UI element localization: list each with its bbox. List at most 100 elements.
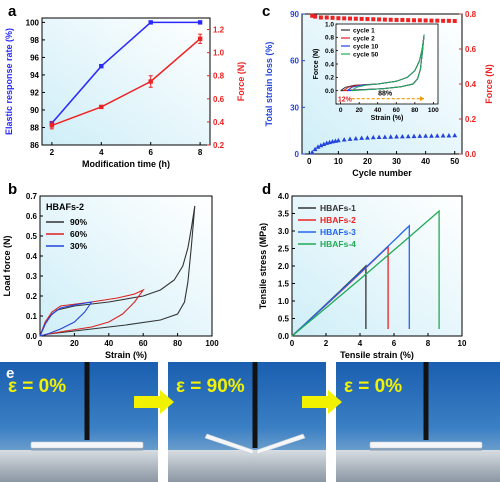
d-ytick-label: 1.5 [278,280,290,289]
a-data-point [148,20,153,25]
a-xtick-label: 8 [198,148,203,157]
c-xtick-label: 10 [334,157,343,166]
c-strain-loss-point [394,134,399,139]
c-strain-loss-point [382,134,388,139]
a-left-ytick-label: 90 [30,106,39,115]
c-inset-ytick-label: 1.0 [325,21,334,28]
d-stress-strain-curve-2 [291,224,410,337]
a-xtick-label: 6 [148,148,153,157]
c-force-point [429,18,434,23]
d-ytick-label: 2.0 [278,262,290,271]
b-xtick-label: 40 [104,339,113,348]
c-force-point [336,16,341,21]
c-inset-xtick-label: 0 [339,107,343,114]
d-legend-label: HBAFs-3 [320,227,356,237]
c-strain-loss-point [440,133,446,138]
c-inset-annotation-arrowhead [420,96,425,102]
b-xtick-label: 20 [70,339,79,348]
a-right-ytick-label: 0.6 [213,95,225,104]
c-force-point [417,18,422,23]
c-strain-loss-point [353,136,359,141]
c-force-point [388,17,393,22]
plot-frame [39,195,213,337]
c-force-point [313,14,318,19]
c-force-point [330,15,335,20]
panel-a-chart: a 2 4 6 8 86 88 90 92 94 96 98 100 0.2 0.4 0.6 0.8 1.0 1.2… [4,3,246,169]
a-left-ytick-label: 98 [30,36,39,45]
d-ytick-label: 4.0 [278,192,290,201]
photo-frame-2: ε = 90% [168,362,326,482]
c-force-point [406,18,411,23]
c-strain-loss-point [405,133,411,139]
c-force-point [324,15,329,20]
a-data-point [99,63,104,69]
c-inset-legend-label: cycle 10 [353,43,379,50]
b-y-axis-title: Load force (N) [2,235,12,296]
c-inset-ytick-label: 0.2 [325,75,334,82]
a-left-ytick-label: 88 [30,123,39,132]
a-right-ytick-label: 0.4 [213,118,225,127]
photo-strain-label: ε = 90% [176,376,245,397]
panel-c-chart: c 0 10 20 30 40 50 0 30 60 90 0.0 0.2 0.4 0.6 0.8 Cycle … [262,3,494,178]
a-xtick-label: 2 [50,148,55,157]
panel-letter: b [8,181,17,198]
c-right-ytick-label: 0.2 [465,115,477,124]
a-data-point [197,36,203,41]
c-inset-ytick-label: 0.4 [325,61,334,68]
a-left-ytick-label: 96 [30,53,39,62]
c-left-ytick-label: 60 [290,57,299,66]
a-x-axis-title: Modification time (h) [82,159,170,169]
photo-table-surface [168,450,326,482]
c-force-point [412,18,416,23]
b-xtick-label: 80 [173,339,182,348]
a-left-ytick-label: 86 [30,141,39,150]
a-right-axis-title: Force (N) [236,62,246,102]
arrow-head [160,390,174,414]
b-ytick-label: 0.3 [26,272,38,281]
c-inset-xtick-label: 60 [393,107,401,114]
d-legend-label: HBAFs-4 [320,239,356,249]
d-ytick-label: 2.5 [278,245,290,254]
c-strain-loss-point [452,132,458,138]
b-legend-label: 90% [70,217,87,227]
c-left-ytick-label: 90 [290,10,299,19]
a-series-line-1 [51,38,201,127]
a-series-line-0 [51,21,201,124]
photo-indenter-rod [423,362,429,440]
c-right-ytick-label: 0.0 [465,150,477,159]
d-xtick-label: 8 [426,339,431,348]
photo-table-surface [0,450,158,482]
c-force-point [382,17,387,22]
a-left-axis-title: Elastic response rate (%) [4,28,14,135]
c-left-axis-title: Total strain loss (%) [264,42,274,127]
c-force-point [365,17,370,22]
c-strain-loss-point [365,135,370,140]
a-data-point [197,20,203,25]
c-right-axis-title: Force (N) [484,64,494,104]
panel-letter: c [262,3,270,20]
photo-indenter-rod [84,362,90,440]
panel-letter: a [8,3,17,20]
photo-frame-3: ε = 0% [336,362,500,482]
c-strain-loss-point [417,133,423,138]
c-inset-legend-label: cycle 1 [353,27,375,34]
c-inset-x-axis-title: Strain (%) [371,115,404,122]
b-ytick-label: 0.2 [26,292,38,301]
c-strain-loss-point [318,142,324,148]
d-xtick-label: 6 [392,339,397,348]
d-xtick-label: 4 [358,339,363,348]
c-inset-cycle-curve-3 [351,34,425,92]
b-legend-label: 30% [70,241,87,251]
c-strain-loss-point [388,134,394,139]
b-hysteresis-curve-0 [39,205,196,337]
d-xtick-label: 0 [290,339,295,348]
b-hysteresis-curve-2 [39,301,93,337]
c-strain-loss-point [429,133,434,138]
b-ytick-label: 0.0 [26,332,38,341]
c-strain-loss-point [399,133,405,139]
photo-foam-sample [30,441,144,449]
c-strain-loss-point [411,133,417,139]
photo-foam-sample-left [204,433,254,455]
b-ytick-label: 0.1 [26,312,38,321]
c-inset-annotation-12: 12% [338,97,353,104]
